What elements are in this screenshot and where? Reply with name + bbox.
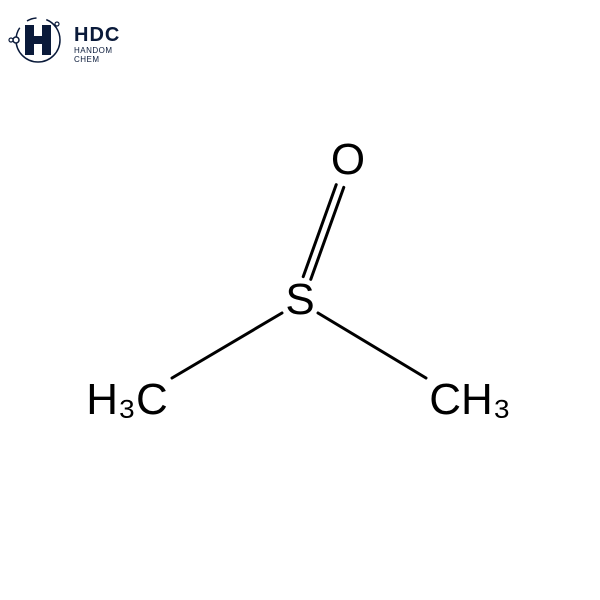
atom-CH3_left: H₃C bbox=[86, 375, 167, 425]
atom-CH3_right: CH₃ bbox=[429, 375, 510, 425]
atom-O: O bbox=[331, 135, 365, 185]
atom-S: S bbox=[285, 275, 314, 325]
diagram-canvas: HDC HANDOM CHEM OSH₃CCH₃ bbox=[0, 0, 600, 600]
